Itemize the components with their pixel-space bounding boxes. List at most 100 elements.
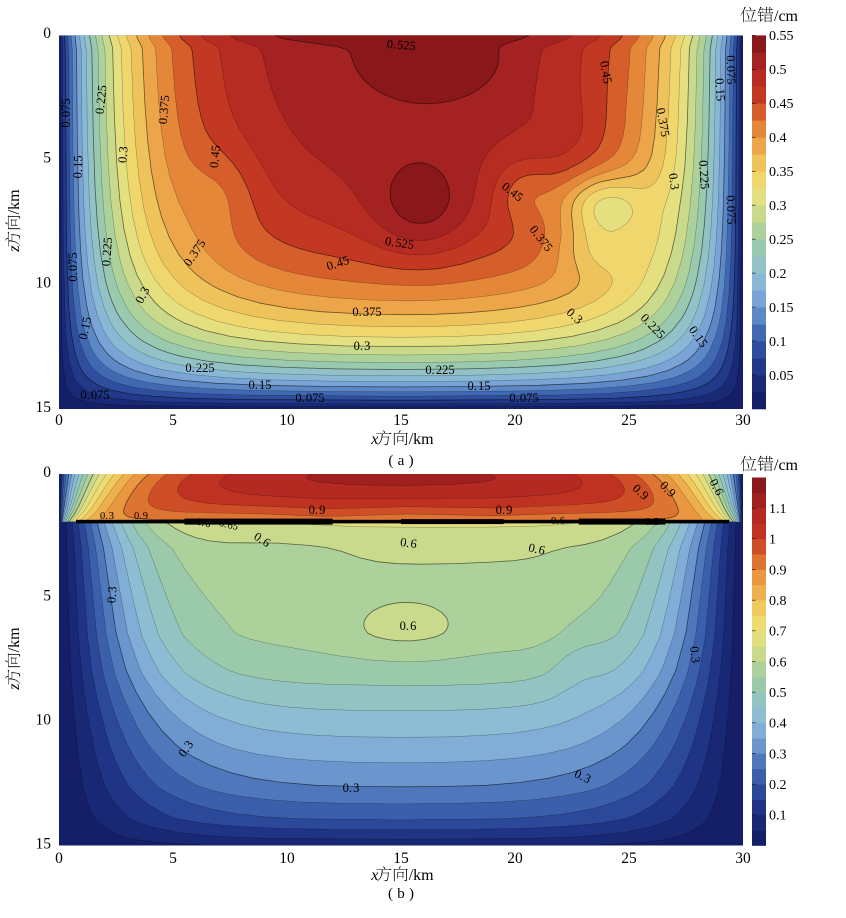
svg-text:0: 0: [55, 850, 63, 867]
svg-text:0.25: 0.25: [769, 233, 794, 248]
svg-text:0. 9: 0. 9: [496, 503, 513, 517]
svg-text:0. 075: 0. 075: [509, 391, 538, 405]
svg-text:5: 5: [169, 412, 177, 429]
svg-text:10: 10: [36, 711, 52, 728]
svg-text:15: 15: [393, 412, 409, 429]
svg-text:20: 20: [507, 850, 523, 867]
svg-text:30: 30: [735, 850, 751, 867]
svg-text:0.4: 0.4: [769, 131, 787, 146]
svg-text:5: 5: [169, 850, 177, 867]
svg-text:0.7: 0.7: [769, 625, 787, 640]
svg-text:0.6: 0.6: [769, 655, 787, 670]
svg-text:15: 15: [36, 399, 52, 416]
svg-text:0. 3: 0. 3: [104, 586, 119, 604]
svg-text:10: 10: [279, 850, 295, 867]
svg-text:0.35: 0.35: [769, 165, 794, 180]
svg-text:5: 5: [43, 150, 51, 167]
svg-text:z: z: [6, 683, 23, 691]
svg-text:0.9: 0.9: [769, 563, 787, 578]
svg-text:/cm: /cm: [774, 8, 799, 25]
svg-text:0. 15: 0. 15: [249, 378, 272, 392]
svg-text:0: 0: [43, 464, 51, 481]
svg-text:0. 9: 0. 9: [309, 503, 326, 517]
svg-text:0. 075: 0. 075: [295, 391, 324, 405]
svg-text:0. 3: 0. 3: [666, 172, 682, 190]
svg-text:0. 15: 0. 15: [76, 316, 94, 341]
svg-text:0: 0: [55, 412, 63, 429]
svg-text:0. 15: 0. 15: [468, 379, 491, 393]
svg-text:0.45: 0.45: [769, 97, 794, 112]
svg-text:0. 225: 0. 225: [696, 160, 712, 190]
svg-text:0.2: 0.2: [769, 267, 787, 282]
svg-text:0. 6: 0. 6: [400, 619, 417, 633]
svg-text:0.3: 0.3: [769, 747, 787, 762]
svg-text:0. 3: 0. 3: [687, 646, 703, 664]
svg-text:0: 0: [43, 25, 51, 42]
svg-text:0.5: 0.5: [769, 686, 787, 701]
svg-text:0. 3: 0. 3: [100, 511, 114, 522]
svg-text:0. 6: 0. 6: [527, 541, 546, 558]
svg-text:0. 45: 0. 45: [207, 144, 223, 168]
svg-text:0.5: 0.5: [769, 63, 787, 78]
svg-text:0. 075: 0. 075: [723, 195, 738, 225]
svg-text:20: 20: [507, 412, 523, 429]
svg-text:10: 10: [279, 412, 295, 429]
svg-text:0. 225: 0. 225: [93, 84, 110, 114]
svg-text:5: 5: [43, 588, 51, 605]
svg-text:0. 375: 0. 375: [654, 107, 673, 138]
svg-text:0. 5: 0. 5: [645, 517, 659, 528]
svg-text:0. 225: 0. 225: [99, 237, 115, 267]
svg-text:z: z: [6, 245, 23, 253]
svg-text:30: 30: [735, 412, 751, 429]
svg-text:0.8: 0.8: [769, 594, 787, 609]
svg-text:0. 225: 0. 225: [185, 361, 214, 375]
svg-text:x: x: [370, 867, 378, 884]
svg-text:0. 6: 0. 6: [196, 517, 212, 531]
svg-text:0. 3: 0. 3: [354, 339, 371, 353]
svg-text:0. 15: 0. 15: [712, 78, 728, 102]
svg-text:0. 375: 0. 375: [352, 305, 381, 319]
svg-text:0. 075: 0. 075: [80, 388, 109, 402]
svg-text:0. 375: 0. 375: [156, 95, 172, 125]
svg-text:1.1: 1.1: [769, 502, 787, 517]
svg-text:0. 525: 0. 525: [386, 37, 416, 53]
svg-text:0.4: 0.4: [769, 717, 787, 732]
svg-text:( a ): ( a ): [388, 453, 413, 469]
svg-text:0.55: 0.55: [769, 29, 794, 44]
svg-text:0.1: 0.1: [769, 809, 787, 824]
svg-text:0.05: 0.05: [769, 369, 794, 384]
svg-text:0. 45: 0. 45: [325, 253, 351, 273]
svg-text:0. 6: 0. 6: [706, 476, 726, 497]
svg-text:0.2: 0.2: [769, 778, 787, 793]
svg-text:0. 9: 0. 9: [134, 511, 148, 522]
svg-text:0. 225: 0. 225: [425, 363, 454, 377]
svg-text:0.1: 0.1: [769, 335, 787, 350]
svg-text:25: 25: [621, 412, 637, 429]
svg-text:25: 25: [621, 850, 637, 867]
svg-text:0. 6: 0. 6: [399, 535, 417, 551]
svg-text:0. 15: 0. 15: [71, 155, 86, 178]
svg-text:15: 15: [36, 835, 52, 852]
svg-text:/km: /km: [409, 431, 434, 448]
svg-text:0. 075: 0. 075: [66, 252, 80, 281]
svg-text:0. 3: 0. 3: [572, 767, 593, 787]
svg-text:0. 65: 0. 65: [218, 518, 239, 533]
svg-text:0. 45: 0. 45: [597, 60, 615, 85]
svg-text:0. 6: 0. 6: [551, 516, 565, 527]
svg-text:/cm: /cm: [774, 457, 799, 474]
svg-text:0. 3: 0. 3: [115, 146, 130, 164]
svg-text:15: 15: [393, 850, 409, 867]
svg-text:/km: /km: [6, 189, 23, 214]
svg-text:0.3: 0.3: [769, 199, 787, 214]
svg-text:/km: /km: [6, 627, 23, 652]
svg-text:/km: /km: [409, 867, 434, 884]
svg-text:10: 10: [36, 274, 52, 291]
svg-text:1: 1: [769, 533, 776, 548]
svg-text:0. 3: 0. 3: [343, 781, 360, 795]
svg-text:0. 3: 0. 3: [132, 284, 152, 305]
svg-text:( b ): ( b ): [388, 886, 414, 902]
svg-text:x: x: [370, 431, 378, 448]
svg-text:0. 075: 0. 075: [723, 55, 738, 85]
svg-text:0. 525: 0. 525: [384, 234, 415, 252]
svg-text:0. 075: 0. 075: [59, 98, 73, 127]
